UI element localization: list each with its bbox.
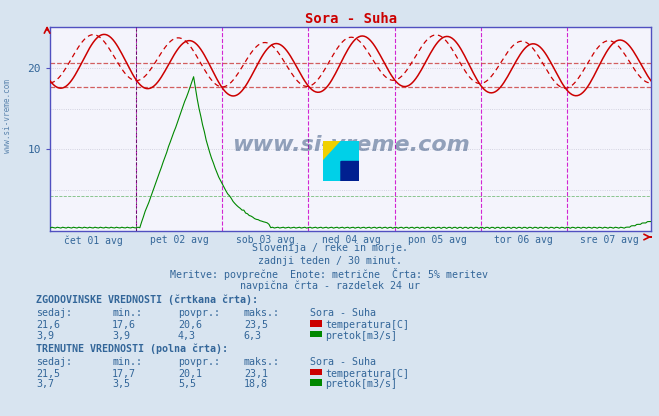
- Bar: [323, 161, 341, 181]
- Text: TRENUTNE VREDNOSTI (polna črta):: TRENUTNE VREDNOSTI (polna črta):: [36, 343, 228, 354]
- Text: 3,7: 3,7: [36, 379, 54, 389]
- Text: pet 02 avg: pet 02 avg: [150, 235, 209, 245]
- Text: sre 07 avg: sre 07 avg: [581, 235, 639, 245]
- Text: Sora - Suha: Sora - Suha: [310, 357, 376, 367]
- Text: sob 03 avg: sob 03 avg: [236, 235, 295, 245]
- Text: 18,8: 18,8: [244, 379, 268, 389]
- Text: 17,7: 17,7: [112, 369, 136, 379]
- Text: temperatura[C]: temperatura[C]: [326, 369, 409, 379]
- Text: 23,5: 23,5: [244, 320, 268, 330]
- Text: 23,1: 23,1: [244, 369, 268, 379]
- Bar: [341, 161, 359, 181]
- Bar: [341, 141, 359, 161]
- Text: Meritve: povprečne  Enote: metrične  Črta: 5% meritev: Meritve: povprečne Enote: metrične Črta:…: [171, 268, 488, 280]
- Text: tor 06 avg: tor 06 avg: [494, 235, 553, 245]
- Text: ZGODOVINSKE VREDNOSTI (črtkana črta):: ZGODOVINSKE VREDNOSTI (črtkana črta):: [36, 295, 258, 305]
- Text: povpr.:: povpr.:: [178, 357, 220, 367]
- Text: pretok[m3/s]: pretok[m3/s]: [326, 331, 397, 341]
- Text: sedaj:: sedaj:: [36, 357, 72, 367]
- Text: 21,5: 21,5: [36, 369, 60, 379]
- Text: www.si-vreme.com: www.si-vreme.com: [232, 135, 469, 155]
- Text: Sora - Suha: Sora - Suha: [310, 308, 376, 318]
- Bar: [323, 141, 341, 161]
- Text: maks.:: maks.:: [244, 357, 280, 367]
- Text: pon 05 avg: pon 05 avg: [408, 235, 467, 245]
- Text: 3,5: 3,5: [112, 379, 130, 389]
- Text: 4,3: 4,3: [178, 331, 196, 341]
- Text: 3,9: 3,9: [112, 331, 130, 341]
- Text: Slovenija / reke in morje.: Slovenija / reke in morje.: [252, 243, 407, 253]
- Text: 6,3: 6,3: [244, 331, 262, 341]
- Text: min.:: min.:: [112, 357, 142, 367]
- Text: povpr.:: povpr.:: [178, 308, 220, 318]
- Text: pretok[m3/s]: pretok[m3/s]: [326, 379, 397, 389]
- Text: sedaj:: sedaj:: [36, 308, 72, 318]
- Polygon shape: [323, 141, 341, 161]
- Title: Sora - Suha: Sora - Suha: [304, 12, 397, 26]
- Text: 5,5: 5,5: [178, 379, 196, 389]
- Text: 20,1: 20,1: [178, 369, 202, 379]
- Text: čet 01 avg: čet 01 avg: [64, 235, 123, 245]
- Text: 17,6: 17,6: [112, 320, 136, 330]
- Polygon shape: [341, 161, 359, 181]
- Text: maks.:: maks.:: [244, 308, 280, 318]
- Text: www.si-vreme.com: www.si-vreme.com: [3, 79, 13, 154]
- Text: 20,6: 20,6: [178, 320, 202, 330]
- Text: min.:: min.:: [112, 308, 142, 318]
- Text: 21,6: 21,6: [36, 320, 60, 330]
- Text: temperatura[C]: temperatura[C]: [326, 320, 409, 330]
- Text: zadnji teden / 30 minut.: zadnji teden / 30 minut.: [258, 256, 401, 266]
- Text: 3,9: 3,9: [36, 331, 54, 341]
- Text: navpična črta - razdelek 24 ur: navpična črta - razdelek 24 ur: [239, 281, 420, 291]
- Text: ned 04 avg: ned 04 avg: [322, 235, 381, 245]
